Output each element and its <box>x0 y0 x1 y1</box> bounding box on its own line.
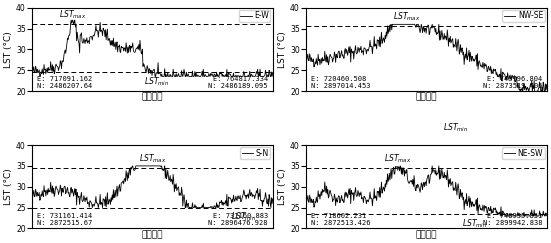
Text: $LST_{min}$: $LST_{min}$ <box>144 76 170 88</box>
Text: E: 731161.414
N: 2872515.67: E: 731161.414 N: 2872515.67 <box>37 213 92 226</box>
Y-axis label: LST (°C): LST (°C) <box>278 168 287 205</box>
X-axis label: 位置坐标: 位置坐标 <box>142 230 163 239</box>
X-axis label: 位置坐标: 位置坐标 <box>142 92 163 101</box>
Text: $LST_{min}$: $LST_{min}$ <box>442 122 468 134</box>
X-axis label: 位置坐标: 位置坐标 <box>415 230 437 239</box>
Text: $LST_{max}$: $LST_{max}$ <box>139 152 166 165</box>
Text: $LST_{min}$: $LST_{min}$ <box>231 211 257 223</box>
Text: E: 743796.804
N: 2873519.406: E: 743796.804 N: 2873519.406 <box>483 76 542 88</box>
Text: E: 764817.334
N: 2486189.095: E: 764817.334 N: 2486189.095 <box>208 76 268 88</box>
Text: $LST_{max}$: $LST_{max}$ <box>384 152 411 165</box>
Text: E: 717091.162
N: 2486207.64: E: 717091.162 N: 2486207.64 <box>37 76 92 88</box>
Y-axis label: LST (°C): LST (°C) <box>278 31 287 68</box>
Text: E: 731160.883
N: 2896476.928: E: 731160.883 N: 2896476.928 <box>208 213 268 226</box>
Y-axis label: LST (°C): LST (°C) <box>4 31 13 68</box>
Text: E: 748935.831
N: 2899942.838: E: 748935.831 N: 2899942.838 <box>483 213 542 226</box>
Legend: NW-SE: NW-SE <box>503 10 544 22</box>
Legend: NE-SW: NE-SW <box>502 147 544 159</box>
Legend: S-N: S-N <box>240 147 271 159</box>
Text: $LST_{min}$: $LST_{min}$ <box>462 217 487 230</box>
Text: E: 718602.231
N: 2872513.426: E: 718602.231 N: 2872513.426 <box>311 213 370 226</box>
Text: $LST_{max}$: $LST_{max}$ <box>393 11 421 23</box>
Text: E: 720460.508
N: 2897014.453: E: 720460.508 N: 2897014.453 <box>311 76 370 88</box>
Legend: E-W: E-W <box>239 10 271 22</box>
Text: $LST_{max}$: $LST_{max}$ <box>59 9 87 21</box>
Y-axis label: LST (°C): LST (°C) <box>4 168 13 205</box>
X-axis label: 位置坐标: 位置坐标 <box>415 92 437 101</box>
